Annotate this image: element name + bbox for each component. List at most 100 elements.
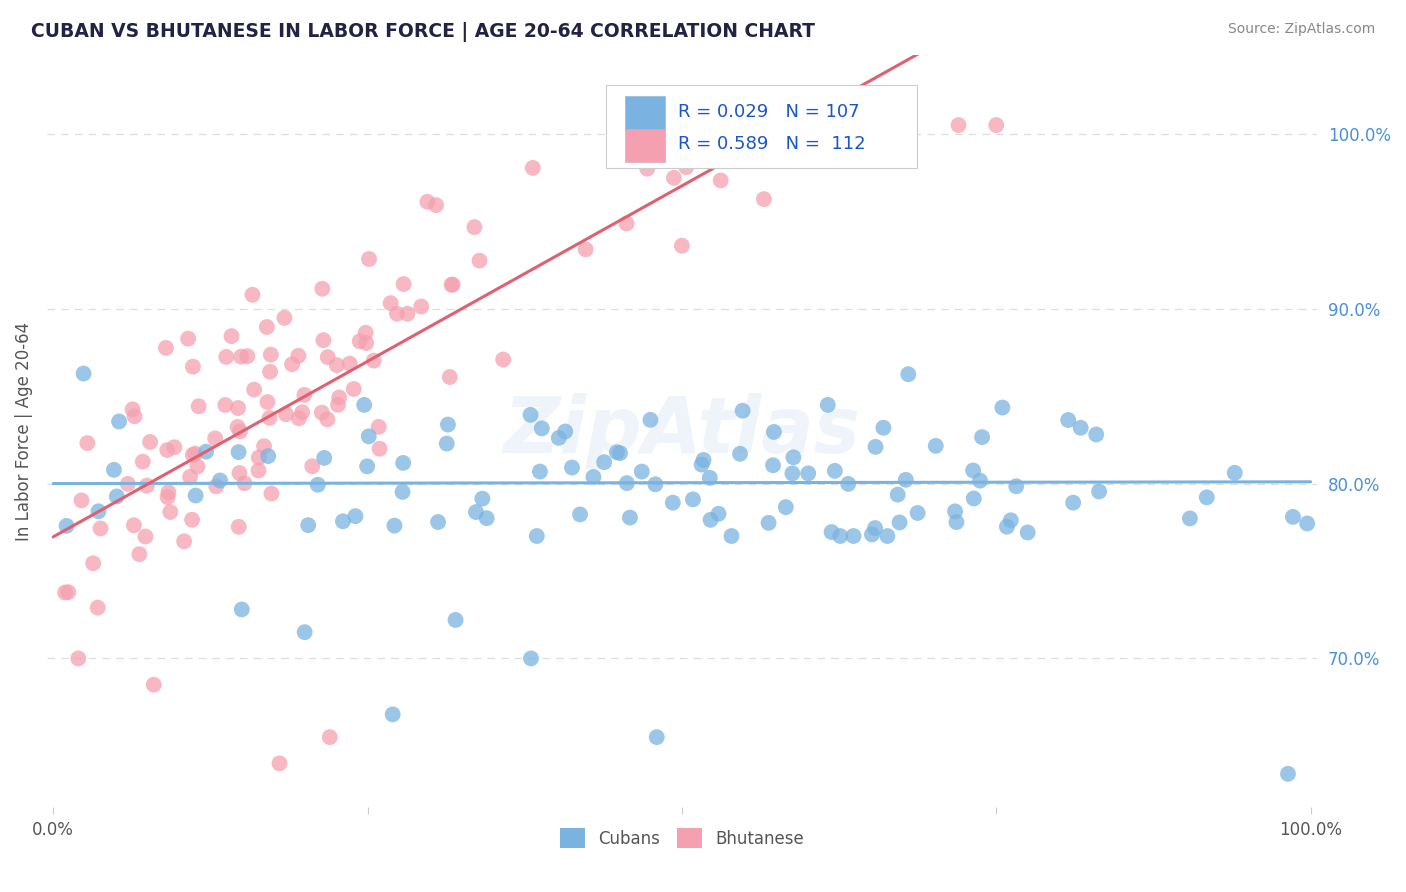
Point: [1277, 767, 1299, 781]
Point: [173, 534, 195, 549]
Point: [332, 514, 354, 528]
Point: [475, 511, 498, 525]
Point: [294, 625, 316, 640]
Point: [842, 529, 865, 543]
Point: [76, 436, 98, 450]
Point: [288, 411, 311, 425]
Point: [699, 471, 721, 485]
Point: [157, 485, 180, 500]
Text: CUBAN VS BHUTANESE IN LABOR FORCE | AGE 20-64 CORRELATION CHART: CUBAN VS BHUTANESE IN LABOR FORCE | AGE …: [31, 22, 815, 42]
Point: [427, 515, 450, 529]
Point: [380, 296, 402, 310]
Point: [692, 453, 714, 467]
Point: [644, 477, 666, 491]
Point: [155, 341, 177, 355]
Point: [53, 585, 76, 599]
Point: [226, 401, 249, 415]
Point: [363, 353, 385, 368]
Point: [339, 357, 361, 371]
Point: [177, 332, 200, 346]
FancyBboxPatch shape: [624, 96, 665, 129]
Point: [411, 300, 433, 314]
Point: [314, 450, 336, 465]
Point: [319, 730, 342, 744]
Point: [384, 518, 406, 533]
Point: [894, 473, 917, 487]
Point: [619, 510, 641, 524]
Point: [195, 444, 218, 458]
Point: [575, 243, 598, 257]
Point: [1085, 427, 1108, 442]
Point: [582, 470, 605, 484]
Point: [465, 505, 488, 519]
Point: [554, 425, 576, 439]
Point: [1282, 509, 1305, 524]
Point: [128, 547, 150, 561]
Point: [256, 320, 278, 334]
Point: [55, 519, 77, 533]
Point: [307, 477, 329, 491]
Point: [132, 455, 155, 469]
Point: [122, 518, 145, 533]
Point: [782, 450, 804, 465]
Point: [260, 348, 283, 362]
Point: [817, 398, 839, 412]
Point: [945, 515, 967, 529]
Point: [593, 455, 616, 469]
Point: [273, 310, 295, 325]
Y-axis label: In Labor Force | Age 20-64: In Labor Force | Age 20-64: [15, 321, 32, 541]
Point: [520, 651, 543, 665]
Point: [662, 496, 685, 510]
Point: [897, 368, 920, 382]
Point: [907, 506, 929, 520]
Point: [396, 307, 419, 321]
Point: [259, 365, 281, 379]
Point: [530, 421, 553, 435]
Point: [242, 287, 264, 301]
Point: [229, 425, 252, 439]
Point: [184, 447, 207, 461]
Point: [762, 425, 785, 439]
Point: [609, 446, 631, 460]
Point: [181, 448, 204, 462]
Point: [368, 442, 391, 456]
Point: [257, 449, 280, 463]
Point: [444, 613, 467, 627]
Point: [326, 398, 349, 412]
Point: [163, 440, 186, 454]
Point: [221, 329, 243, 343]
Point: [986, 118, 1008, 132]
Point: [256, 395, 278, 409]
Point: [436, 436, 458, 450]
Point: [439, 370, 461, 384]
Point: [316, 412, 339, 426]
Point: [645, 730, 668, 744]
Point: [349, 334, 371, 349]
Point: [179, 470, 201, 484]
Point: [1057, 413, 1080, 427]
Point: [89, 521, 111, 535]
Point: [292, 388, 315, 402]
Point: [963, 491, 986, 506]
Point: [233, 476, 256, 491]
Point: [281, 357, 304, 371]
Point: [675, 160, 697, 174]
Point: [1070, 421, 1092, 435]
Point: [820, 524, 842, 539]
Point: [269, 756, 291, 771]
Point: [830, 529, 852, 543]
Point: [243, 383, 266, 397]
Point: [970, 430, 993, 444]
Point: [948, 118, 970, 132]
Point: [354, 326, 377, 340]
Point: [886, 488, 908, 502]
Point: [357, 429, 380, 443]
Point: [274, 407, 297, 421]
Point: [690, 458, 713, 472]
Point: [357, 252, 380, 266]
Point: [391, 484, 413, 499]
Point: [707, 507, 730, 521]
Point: [606, 445, 628, 459]
Point: [865, 440, 887, 454]
Point: [425, 198, 447, 212]
